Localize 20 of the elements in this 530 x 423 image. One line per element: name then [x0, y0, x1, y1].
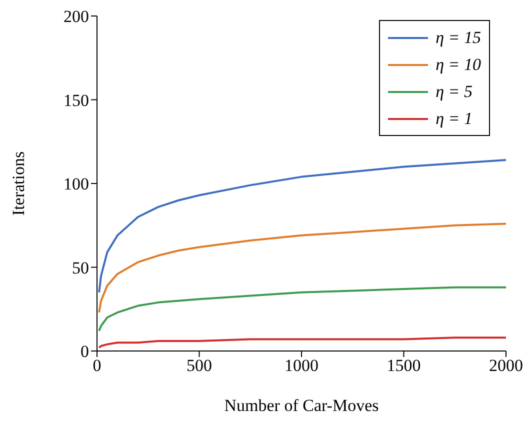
y-tick-label: 0	[80, 342, 89, 362]
x-tick-label: 1500	[386, 356, 421, 376]
y-tick-label: 100	[64, 174, 89, 194]
line-series	[98, 286, 506, 332]
legend-label: η = 1	[436, 108, 472, 128]
line-series	[98, 159, 506, 294]
x-tick-label: 500	[186, 356, 212, 376]
y-tick-label: 150	[64, 90, 89, 110]
x-tick-label: 0	[92, 356, 102, 376]
x-tick-label: 1000	[284, 356, 318, 376]
legend-label: η = 15	[436, 28, 481, 48]
x-tick-label: 2000	[489, 356, 523, 376]
y-tick-label: 200	[64, 7, 89, 26]
y-axis-title: Iterations	[9, 151, 28, 216]
legend-label: η = 10	[436, 54, 481, 74]
legend-label: η = 5	[436, 82, 472, 102]
x-axis-title: Number of Car-Moves	[224, 396, 379, 415]
y-tick-label: 50	[72, 258, 89, 278]
line-series	[98, 336, 506, 349]
line-series	[98, 222, 506, 314]
